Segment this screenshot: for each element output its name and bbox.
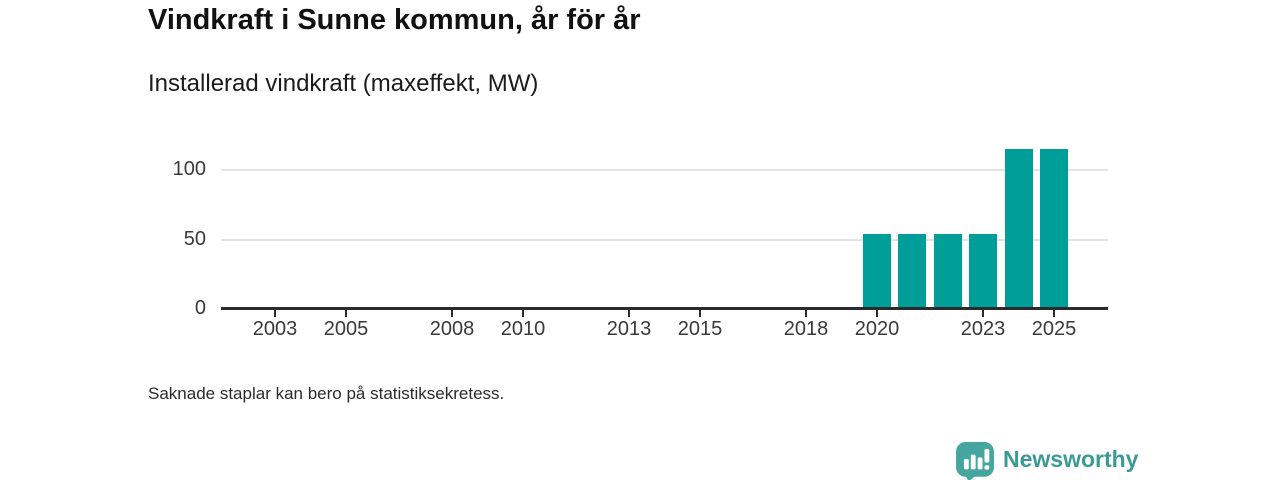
x-axis-label-2023: 2023 [960, 318, 1006, 340]
x-tick-2018 [805, 310, 807, 317]
bar-2020 [863, 234, 891, 309]
x-tick-2008 [451, 310, 453, 317]
x-tick-2023 [982, 310, 984, 317]
newsworthy-logo: Newsworthy [955, 441, 1138, 480]
bar-2023 [969, 234, 997, 309]
x-axis-line [221, 307, 1108, 310]
x-axis-label-2003: 2003 [252, 318, 298, 340]
x-axis-label-2010: 2010 [500, 318, 546, 340]
x-axis-label-2005: 2005 [323, 318, 369, 340]
x-axis-label-2008: 2008 [429, 318, 475, 340]
x-axis-label-2025: 2025 [1031, 318, 1077, 340]
x-tick-2005 [345, 310, 347, 317]
y-axis-label-0: 0 [194, 297, 206, 319]
bar-chart-speech-bubble-icon [956, 442, 994, 480]
bar-2021 [898, 234, 926, 309]
x-tick-2020 [876, 310, 878, 317]
chart-subtitle: Installerad vindkraft (maxeffekt, MW) [148, 70, 539, 97]
x-axis-label-2018: 2018 [783, 318, 829, 340]
x-tick-2025 [1053, 310, 1055, 317]
chart-footnote: Saknade staplar kan bero på statistiksek… [148, 384, 505, 403]
gridline-50 [221, 239, 1108, 241]
x-tick-2010 [522, 310, 524, 317]
x-axis-label-2015: 2015 [677, 318, 723, 340]
x-tick-2015 [699, 310, 701, 317]
bar-2022 [934, 234, 962, 309]
x-tick-2013 [628, 310, 630, 317]
y-axis-label-50: 50 [183, 228, 206, 250]
chart-title: Vindkraft i Sunne kommun, år för år [148, 4, 641, 36]
newsworthy-logo-text: Newsworthy [1003, 445, 1139, 472]
y-axis-label-100: 100 [172, 158, 206, 180]
bar-2025 [1040, 149, 1068, 309]
bar-2024 [1005, 149, 1033, 309]
x-axis-label-2013: 2013 [606, 318, 652, 340]
x-axis-label-2020: 2020 [854, 318, 900, 340]
x-tick-2003 [274, 310, 276, 317]
gridline-100 [221, 169, 1108, 171]
